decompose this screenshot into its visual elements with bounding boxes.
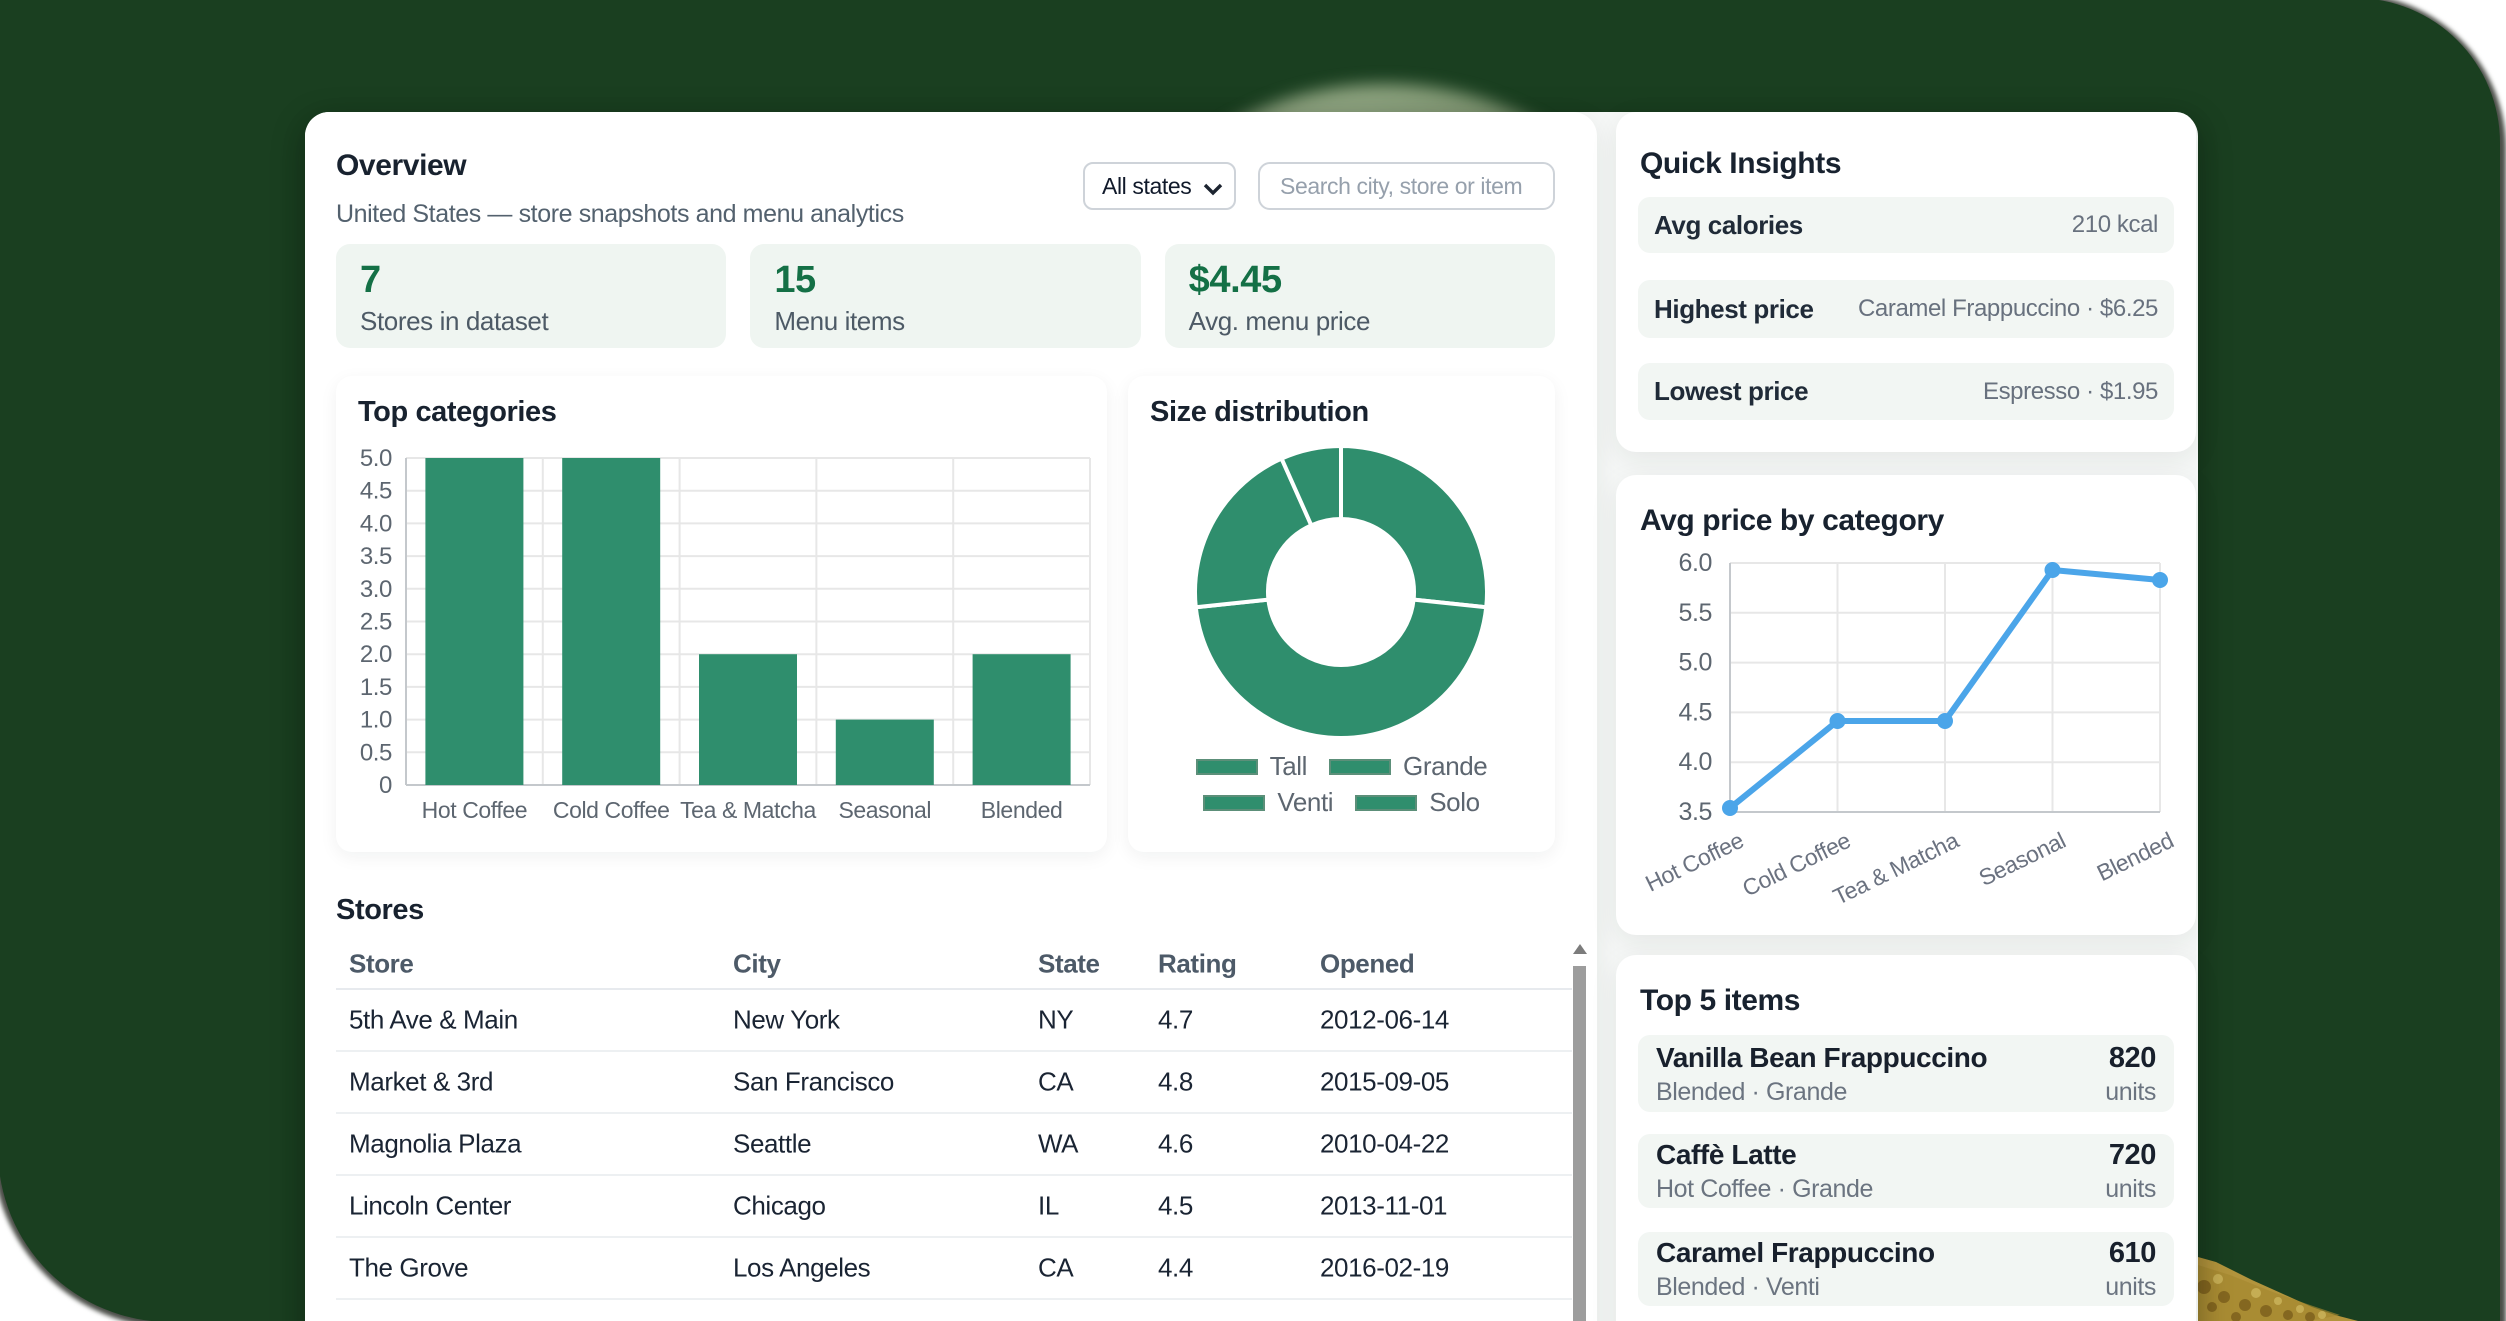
svg-text:4.0: 4.0 xyxy=(360,510,392,537)
svg-text:Hot Coffee: Hot Coffee xyxy=(422,797,528,823)
svg-text:2.5: 2.5 xyxy=(360,609,392,636)
svg-text:3.5: 3.5 xyxy=(360,543,392,570)
svg-text:5.0: 5.0 xyxy=(1678,649,1712,677)
svg-text:Seasonal: Seasonal xyxy=(838,797,931,823)
svg-text:4.5: 4.5 xyxy=(360,478,392,505)
svg-text:0: 0 xyxy=(379,772,392,799)
svg-text:3.5: 3.5 xyxy=(1678,798,1712,826)
svg-text:4.0: 4.0 xyxy=(1678,748,1712,776)
svg-text:5.0: 5.0 xyxy=(360,445,392,472)
svg-text:1.0: 1.0 xyxy=(360,707,392,734)
svg-text:6.0: 6.0 xyxy=(1678,549,1712,577)
svg-text:0.5: 0.5 xyxy=(360,739,392,766)
svg-text:5.5: 5.5 xyxy=(1678,599,1712,627)
svg-text:Blended: Blended xyxy=(981,797,1063,823)
svg-text:Cold Coffee: Cold Coffee xyxy=(553,797,670,823)
svg-text:2.0: 2.0 xyxy=(360,641,392,668)
svg-text:Tea & Matcha: Tea & Matcha xyxy=(680,797,816,823)
svg-text:1.5: 1.5 xyxy=(360,674,392,701)
svg-text:4.5: 4.5 xyxy=(1678,698,1712,726)
svg-text:3.0: 3.0 xyxy=(360,576,392,603)
